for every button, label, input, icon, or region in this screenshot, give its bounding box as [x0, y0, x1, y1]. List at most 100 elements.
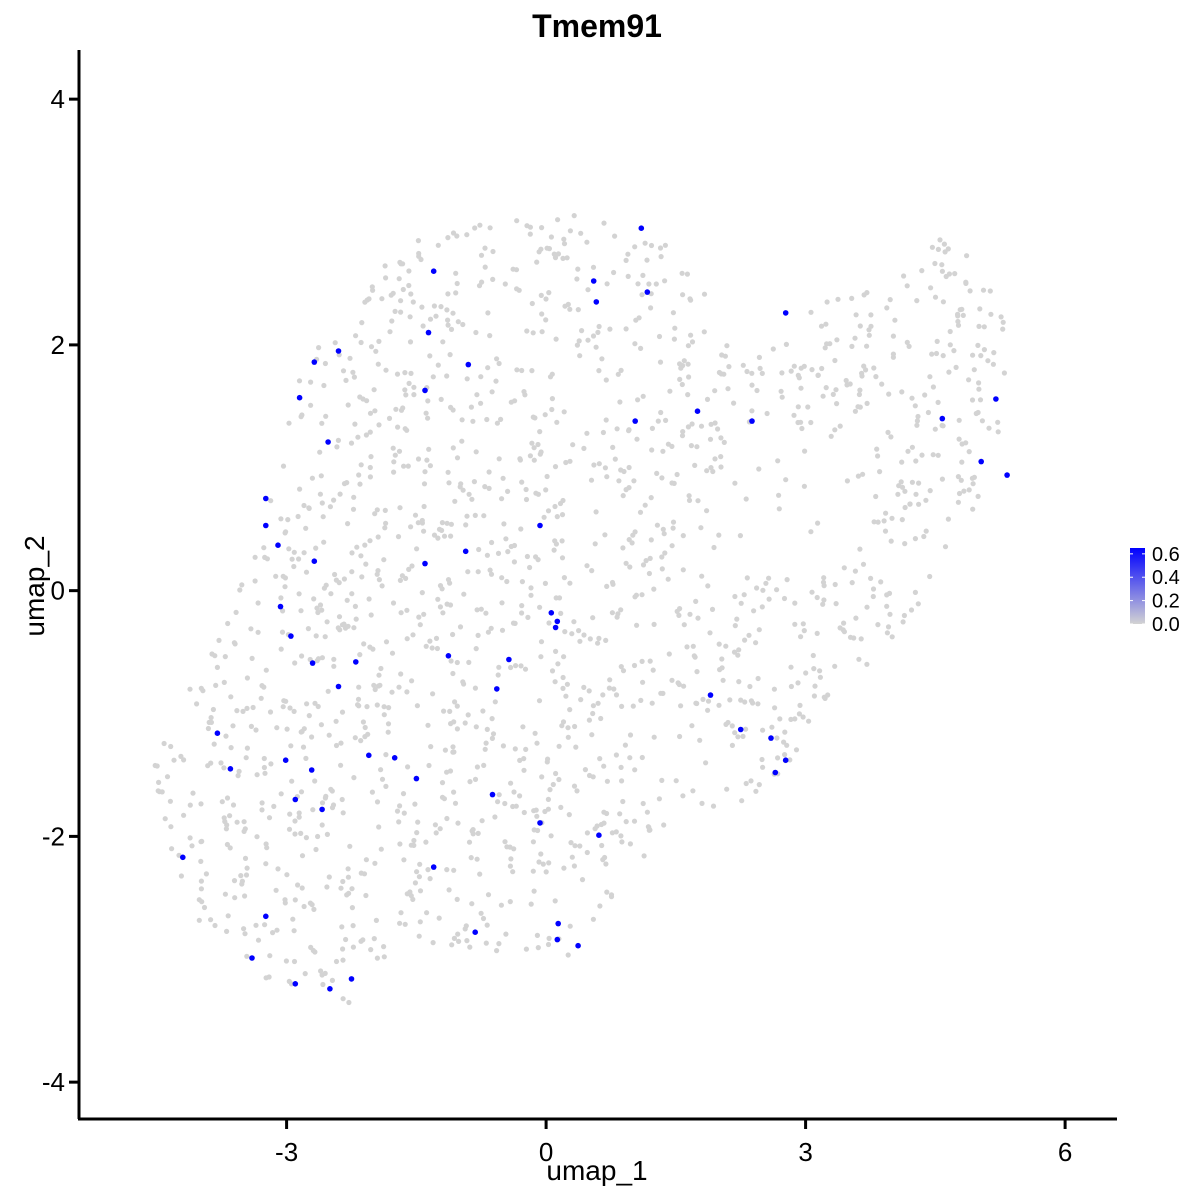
x-axis-title: umap_1: [546, 1155, 647, 1186]
cell-point: [935, 246, 942, 252]
cell-point: [932, 426, 938, 432]
cell-point: [575, 266, 581, 272]
cell-point: [152, 762, 158, 769]
cell-point: [866, 332, 872, 338]
cell-point: [914, 422, 920, 428]
cell-point: [981, 347, 988, 353]
cell-point: [940, 353, 946, 359]
cell-point: [349, 905, 355, 911]
cell-point: [357, 481, 363, 487]
cell-point: [586, 717, 593, 723]
cell-point: [811, 666, 817, 672]
cell-point: [646, 570, 653, 577]
cell-point: [640, 393, 646, 399]
cell-point: [224, 795, 231, 801]
cell-point: [266, 815, 273, 821]
cell-point: [496, 360, 502, 367]
cell-point: [360, 719, 366, 725]
cell-point: [404, 689, 410, 695]
cell-point: [431, 303, 437, 309]
cell-point: [521, 767, 527, 773]
cell-point: [494, 948, 500, 954]
cell-point: [374, 799, 381, 805]
cell-point: [454, 659, 460, 666]
cell-point: [321, 382, 327, 389]
cell-point: [732, 623, 738, 629]
cell-point: [912, 589, 919, 596]
cell-point: [464, 232, 470, 238]
cell-point: [901, 273, 907, 279]
cell-point: [423, 643, 429, 649]
cell-point: [820, 601, 826, 607]
cell-point: [661, 822, 667, 828]
cell-point: [404, 607, 410, 613]
cell-point: [898, 479, 904, 485]
cell-point: [531, 445, 537, 451]
cell-point: [319, 607, 325, 613]
cell-point: [400, 286, 406, 293]
cell-point: [798, 385, 804, 391]
cell-point: [708, 421, 714, 427]
cell-point: [241, 926, 247, 932]
cell-point: [538, 292, 544, 298]
expressing-cell-point: [694, 408, 701, 415]
cell-point: [781, 595, 788, 602]
cell-point: [359, 574, 365, 580]
cell-point: [299, 885, 305, 891]
cell-point: [198, 685, 204, 691]
cell-point: [208, 719, 214, 726]
cell-point: [601, 763, 607, 769]
cell-point: [597, 903, 603, 909]
cell-point: [623, 560, 629, 566]
cell-point: [562, 629, 568, 635]
cell-point: [782, 752, 788, 758]
cell-point: [304, 701, 310, 707]
cell-point: [740, 362, 746, 368]
cell-point: [283, 698, 289, 704]
cell-point: [326, 874, 332, 880]
cell-point: [337, 491, 343, 497]
cell-point: [687, 296, 693, 302]
cell-point: [642, 240, 648, 246]
cell-point: [468, 404, 474, 410]
cell-point: [564, 255, 570, 261]
cell-point: [341, 621, 347, 627]
expressing-cell-point: [644, 289, 651, 295]
cell-point: [973, 410, 979, 417]
cell-point: [475, 569, 481, 575]
cell-point: [485, 892, 492, 898]
cell-point: [291, 958, 298, 965]
cell-point: [349, 550, 355, 556]
cell-point: [934, 338, 940, 344]
cell-point: [286, 826, 293, 832]
cell-point: [553, 595, 559, 601]
cell-point: [416, 253, 422, 259]
cell-point: [715, 426, 721, 432]
cell-point: [593, 509, 599, 515]
cell-point: [402, 370, 408, 376]
cell-point: [584, 849, 590, 856]
cell-point: [430, 374, 436, 380]
cell-point: [332, 340, 338, 346]
cell-point: [657, 245, 664, 251]
cell-point: [289, 556, 295, 562]
cell-point: [603, 637, 609, 644]
cell-point: [815, 372, 821, 378]
cell-point: [970, 352, 976, 358]
cell-point: [524, 553, 531, 560]
cell-point: [531, 888, 537, 894]
colorbar-tick-label: 0.0: [1152, 614, 1180, 636]
cell-point: [286, 546, 292, 552]
cell-point: [720, 677, 726, 683]
cell-point: [365, 731, 371, 737]
cell-point: [546, 935, 552, 942]
cell-point: [488, 625, 494, 631]
cell-point: [866, 327, 872, 333]
cell-point: [534, 932, 541, 939]
cell-point: [963, 280, 969, 286]
cell-point: [928, 285, 934, 291]
cell-point: [822, 345, 828, 351]
cell-point: [296, 591, 302, 597]
cell-point: [471, 479, 477, 485]
cell-point: [221, 679, 227, 686]
